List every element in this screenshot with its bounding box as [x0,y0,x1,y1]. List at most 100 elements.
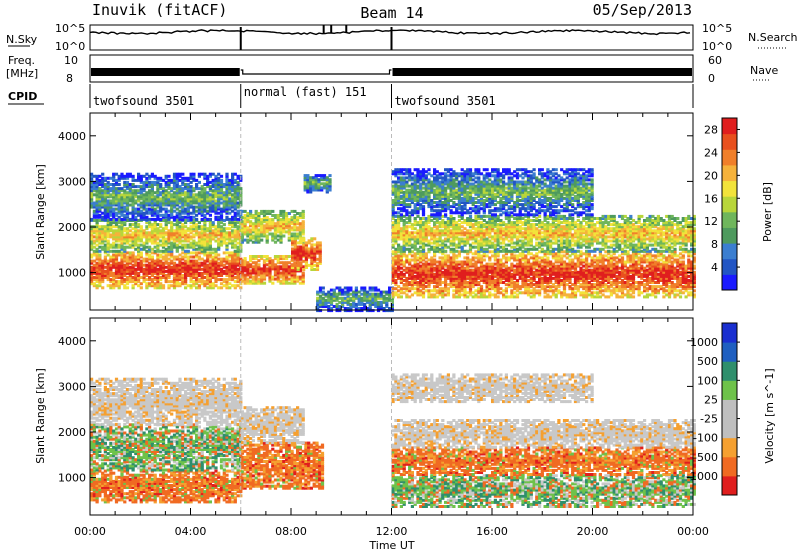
heatmap-cell [139,217,143,221]
heatmap-cell [142,243,146,247]
heatmap-cell [482,258,486,262]
heatmap-cell [214,217,218,221]
heatmap-cell [273,232,278,236]
heatmap-cell [192,265,196,269]
heatmap-cell [321,296,325,300]
heatmap-cell [433,262,437,266]
heatmap-cell [455,281,459,284]
heatmap-cell [208,271,212,275]
heatmap-cell [178,267,182,271]
heatmap-cell [156,189,160,193]
heatmap-cell [335,298,339,302]
heatmap-cell [585,293,589,297]
heatmap-cell [587,254,591,258]
heatmap-cell [137,280,141,284]
heatmap-cell [217,286,221,290]
heatmap-cell [243,238,247,242]
heatmap-cell [225,233,229,237]
heatmap-cell [175,213,179,217]
heatmap-cell [98,215,102,219]
heatmap-cell [120,203,124,207]
heatmap-cell [103,274,107,277]
heatmap-cell [134,274,138,277]
heatmap-cell [95,207,99,211]
heatmap-cell [189,265,193,269]
heatmap-cell [485,264,489,268]
cpid-label: CPID [8,90,37,103]
heatmap-cell [468,270,473,274]
heatmap-cell [139,253,143,257]
heatmap-cell [109,213,113,217]
heatmap-cell [504,276,508,280]
heatmap-cell [535,283,539,287]
heatmap-cell [623,285,627,289]
heatmap-cell [457,285,461,289]
heatmap-cell [540,266,544,270]
heatmap-cell [156,185,160,189]
heatmap-cell [273,230,278,234]
heatmap-cell [114,253,119,257]
heatmap-cell [446,276,450,280]
heatmap-cell [172,282,177,286]
heatmap-cell [156,231,160,235]
heatmap-cell [95,215,99,219]
nave-tick-bottom: 0 [708,72,715,85]
heatmap-cell [172,176,177,180]
heatmap-cell [181,172,185,176]
heatmap-cell [189,284,193,288]
heatmap-cell [95,249,99,253]
heatmap-cell [184,233,188,237]
heatmap-cell [128,259,132,263]
heatmap-cell [184,201,188,205]
heatmap-cell [598,283,602,287]
heatmap-cell [397,266,401,270]
heatmap-cell [529,256,533,260]
heatmap-cell [134,233,138,237]
heatmap-cell [609,276,613,280]
heatmap-cell [219,187,224,191]
heatmap-cell [368,292,372,296]
heatmap-cell [150,239,154,243]
heatmap-cell [260,209,264,213]
heatmap-cell [106,199,110,203]
heatmap-cell [427,283,431,287]
heatmap-cell [186,261,190,265]
heatmap-cell [101,231,105,235]
heatmap-cell [254,271,258,275]
heatmap-cell [265,222,269,226]
heatmap-cell [648,281,652,284]
heatmap-cell [225,241,229,245]
heatmap-cell [189,187,193,191]
heatmap-cell [90,197,94,201]
heatmap-cell [257,273,261,277]
heatmap-cell [239,193,243,197]
heatmap-cell [211,197,215,201]
heatmap-cell [164,225,168,229]
heatmap-cell [114,267,119,271]
heatmap-cell [576,270,580,274]
heatmap-cell [142,195,146,199]
heatmap-cell [604,258,608,262]
heatmap-cell [178,217,182,221]
heatmap-cell [604,283,608,287]
heatmap-cell [131,231,135,235]
heatmap-cell [601,289,605,293]
heatmap-cell [225,209,229,213]
heatmap-cell [477,270,481,274]
heatmap-cell [95,223,99,227]
heatmap-cell [161,207,166,211]
heatmap-cell [405,270,409,274]
heatmap-cell [211,231,215,235]
heatmap-cell [315,249,320,253]
heatmap-cell [543,291,547,295]
heatmap-cell [496,258,500,262]
heatmap-cell [206,191,210,195]
heatmap-cell [296,253,300,257]
heatmap-cell [192,229,196,233]
heatmap-cell [123,197,127,201]
heatmap-cell [139,185,143,189]
heatmap-cell [293,277,297,281]
heatmap-cell [327,309,331,313]
heatmap-cell [562,285,567,289]
heatmap-cell [626,279,630,282]
